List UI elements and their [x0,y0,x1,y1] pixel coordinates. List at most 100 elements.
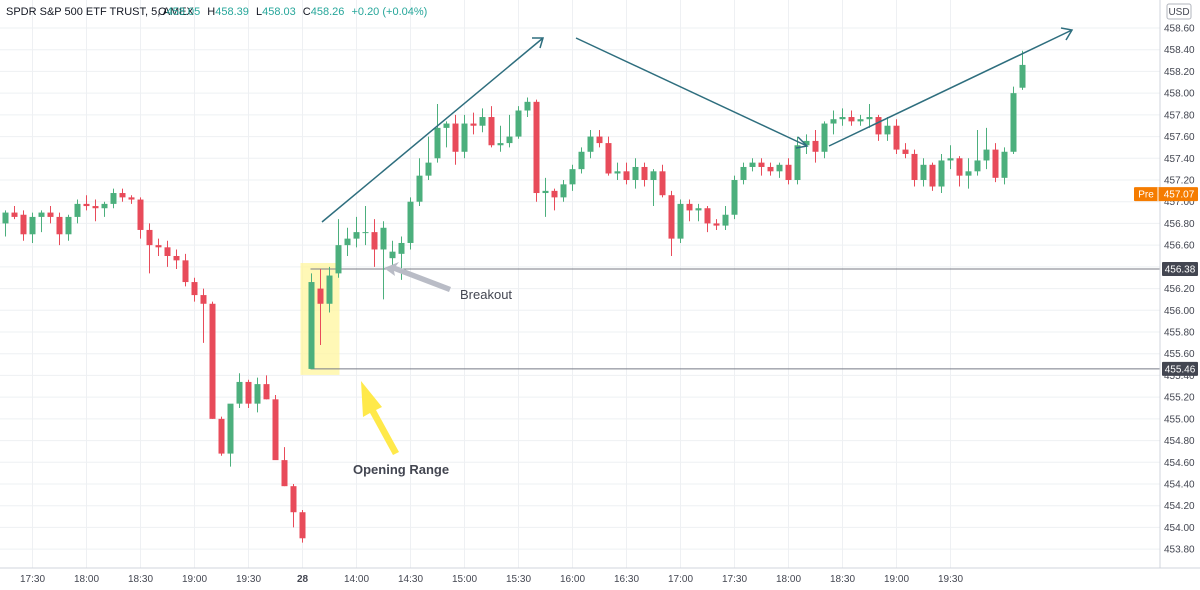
candle-body [47,212,54,217]
candle-body [425,162,432,176]
candle [875,114,882,141]
time-tick-label: 17:30 [722,574,747,585]
candle [182,253,189,287]
price-tick-label: 457.80 [1164,110,1195,121]
trend-arrow-up-2[interactable] [828,27,1074,147]
currency-box[interactable]: USD [1166,3,1192,20]
candle [227,403,234,467]
price-tick-label: 457.60 [1164,132,1195,143]
price-tick-label: 458.20 [1164,67,1195,78]
time-tick-label: 17:00 [668,574,693,585]
candle-body [992,149,999,178]
candle [371,219,378,267]
candle [785,158,792,185]
candle-body [308,282,315,369]
candle-body [452,123,459,152]
price-scale[interactable] [1160,0,1200,568]
candle [335,219,342,278]
candle-body [938,160,945,187]
candle-body [686,203,693,211]
candle-body [146,229,153,246]
candle-body [587,136,594,152]
candle-body [677,203,684,239]
candle-body [542,190,549,194]
price-tick-label: 454.40 [1164,480,1195,491]
candle-body [857,119,864,122]
price-tick-label: 455.00 [1164,414,1195,425]
price-tick-label: 456.00 [1164,306,1195,317]
candle [443,121,450,148]
time-tick-label: 16:30 [614,574,639,585]
candle-body [236,381,243,404]
opening-range-arrow[interactable] [361,381,399,455]
candle [677,199,684,243]
candle [1001,147,1008,185]
time-scale[interactable] [0,568,1200,590]
candle-body [155,245,162,248]
candle [767,162,774,176]
time-tick-label: 19:30 [938,574,963,585]
candle [776,162,783,178]
candle-body [371,232,378,250]
candle [110,188,117,209]
pre-value: 457.07 [1164,190,1195,201]
candle-body [947,158,954,161]
candle-body [263,384,270,400]
trend-arrow-up-1[interactable] [321,37,545,223]
candle-body [551,190,558,198]
candle [722,206,729,230]
candle [542,177,549,217]
candle [425,136,432,180]
candle-body [20,214,27,235]
candle [920,158,927,187]
candle-body [974,160,981,172]
range-low-level-badge: 455.46 [1162,361,1198,376]
candle-body [353,232,360,239]
price-tick-label: 457.40 [1164,154,1195,165]
candle [2,210,9,237]
price-tick-label: 454.80 [1164,436,1195,447]
candle-body [470,123,477,126]
candle-body [209,303,216,419]
candle [803,134,810,154]
candle [659,164,666,198]
candle [956,156,963,187]
candle [74,199,81,224]
time-tick-label: 18:00 [776,574,801,585]
candle [533,99,540,202]
candle [1019,50,1026,90]
candle-body [497,143,504,146]
candle [290,484,297,528]
trend-arrow-down[interactable] [575,37,809,149]
candle-body [695,208,702,211]
breakout-arrow[interactable] [384,262,451,292]
candle-body [56,216,63,235]
candle [470,112,477,135]
candle-body [839,117,846,120]
price-tick-label: 454.60 [1164,458,1195,469]
candle [65,214,72,241]
candle-body [128,197,135,200]
candle-body [488,117,495,146]
candle-body [767,166,774,172]
time-tick-label: 16:00 [560,574,585,585]
candle-body [758,162,765,167]
candle-body [1010,93,1017,152]
candle [623,162,630,185]
candle [155,238,162,256]
candle-body [317,288,324,304]
candle [281,447,288,487]
candle [308,273,315,369]
candle [830,110,837,135]
price-tick-label: 455.40 [1164,371,1195,382]
candle-body [704,208,711,224]
candle [668,190,675,256]
time-tick-label: 19:00 [884,574,909,585]
candle [101,201,108,217]
price-tick-label: 454.00 [1164,523,1195,534]
candle [515,106,522,139]
candle [362,206,369,246]
candle [524,97,531,118]
candle [29,212,36,243]
